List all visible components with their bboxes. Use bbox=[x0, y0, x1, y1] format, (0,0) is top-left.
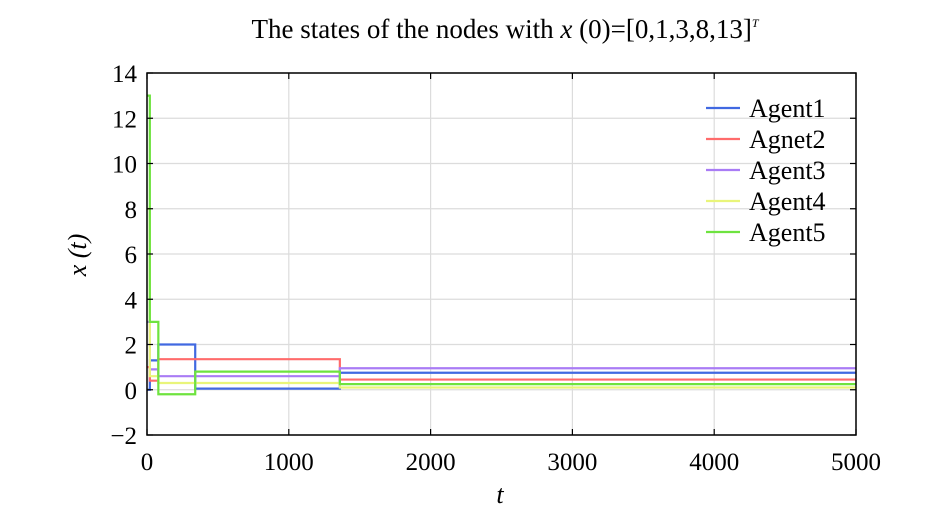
legend-label-agent3: Agent3 bbox=[749, 156, 826, 185]
x-tick-label: 0 bbox=[141, 449, 154, 476]
y-tick-label: 4 bbox=[125, 287, 138, 314]
y-tick-label: 14 bbox=[112, 61, 138, 88]
x-tick-label: 4000 bbox=[689, 449, 739, 476]
y-tick-label: 10 bbox=[112, 152, 137, 179]
y-tick-label: −2 bbox=[110, 423, 137, 450]
legend-label-agnet2: Agnet2 bbox=[749, 125, 826, 154]
legend-label-agent5: Agent5 bbox=[749, 218, 826, 247]
y-tick-labels: −2 0 2 4 6 8 10 12 14 bbox=[110, 61, 137, 450]
x-tick-label: 3000 bbox=[547, 449, 597, 476]
x-tick-labels: 0 1000 2000 3000 4000 5000 bbox=[141, 449, 881, 476]
y-tick-label: 6 bbox=[125, 242, 138, 269]
series-line-agent3 bbox=[147, 320, 856, 378]
x-axis-label: t bbox=[496, 480, 504, 509]
legend-label-agent4: Agent4 bbox=[749, 187, 826, 216]
chart-title: The states of the nodes with x (0)=[0,1,… bbox=[251, 14, 759, 44]
legend-label-agent1: Agent1 bbox=[749, 94, 826, 123]
x-tick-label: 1000 bbox=[264, 449, 314, 476]
series-line-agnet2 bbox=[147, 358, 856, 382]
axis-ticks bbox=[146, 72, 857, 436]
y-tick-label: 2 bbox=[125, 333, 138, 360]
y-tick-label: 8 bbox=[125, 197, 138, 224]
series-lines bbox=[147, 94, 856, 396]
y-axis-label: x (t) bbox=[63, 234, 92, 278]
y-tick-label: 12 bbox=[112, 106, 137, 133]
y-tick-label: 0 bbox=[125, 378, 138, 405]
x-tick-label: 2000 bbox=[406, 449, 456, 476]
x-tick-label: 5000 bbox=[831, 449, 881, 476]
